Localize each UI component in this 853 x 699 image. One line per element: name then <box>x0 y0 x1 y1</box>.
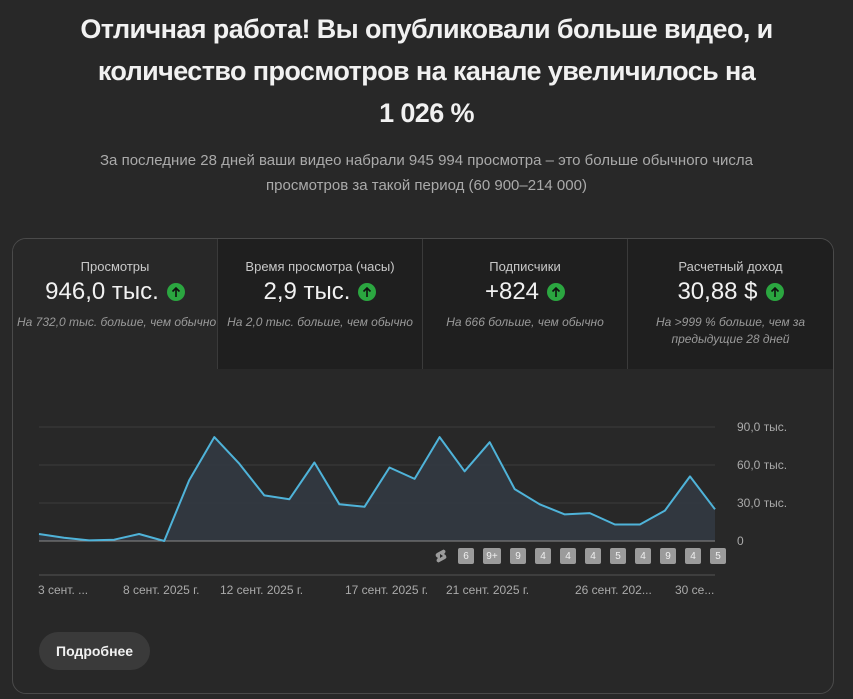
metric-tab-revenue[interactable]: Расчетный доход 30,88 $ На >999 % больше… <box>628 239 833 369</box>
summary-line-1: За последние 28 дней ваши видео набрали … <box>100 152 753 169</box>
metric-tab-watch-time[interactable]: Время просмотра (часы) 2,9 тыс. На 2,0 т… <box>218 239 423 369</box>
shorts-icon[interactable] <box>433 548 449 564</box>
x-tick-label: 30 се... <box>675 583 715 597</box>
x-tick-label: 12 сент. 2025 г. <box>220 583 304 597</box>
upload-count-badge[interactable]: 4 <box>560 548 576 564</box>
metric-note: На 666 больше, чем обычно <box>446 315 604 329</box>
analytics-card: Просмотры 946,0 тыс. На 732,0 тыс. больш… <box>12 238 834 694</box>
metric-tab-views[interactable]: Просмотры 946,0 тыс. На 732,0 тыс. больш… <box>13 239 218 369</box>
metric-value: 30,88 $ <box>677 278 758 305</box>
views-chart[interactable] <box>13 239 834 694</box>
upload-markers: 6 9+ 9 4 4 4 5 4 9 4 5 <box>433 548 735 564</box>
metric-label: Просмотры <box>80 259 150 274</box>
summary-line-2: просмотров за такой период (60 900–214 0… <box>266 177 587 194</box>
upload-count-badge[interactable]: 6 <box>458 548 474 564</box>
y-tick-label: 30,0 тыс. <box>737 496 788 510</box>
upload-count-badge[interactable]: 9 <box>510 548 526 564</box>
y-tick-label: 60,0 тыс. <box>737 458 788 472</box>
metric-label: Время просмотра (часы) <box>245 259 395 274</box>
upload-count-badge[interactable]: 4 <box>535 548 551 564</box>
metric-value: 2,9 тыс. <box>263 278 351 305</box>
upload-count-badge[interactable]: 9+ <box>483 548 501 564</box>
metric-value: +824 <box>484 278 540 305</box>
x-tick-label: 3 сент. ... <box>38 583 89 597</box>
upload-count-badge[interactable]: 4 <box>635 548 651 564</box>
trend-up-icon <box>547 283 566 301</box>
headline-line-2: количество просмотров на канале увеличил… <box>97 56 756 86</box>
metric-note: На 732,0 тыс. больше, чем обычно <box>17 315 217 329</box>
chart-area-fill <box>39 437 715 541</box>
y-tick-label: 0 <box>737 534 744 548</box>
metric-value: 946,0 тыс. <box>45 278 159 305</box>
metric-note: На 2,0 тыс. больше, чем обычно <box>227 315 413 329</box>
x-tick-label: 8 сент. 2025 г. <box>123 583 200 597</box>
x-tick-label: 17 сент. 2025 г. <box>345 583 429 597</box>
chart-line <box>38 436 716 542</box>
headline: Отличная работа! Вы опубликовали больше … <box>40 8 813 134</box>
metric-label: Подписчики <box>489 259 561 274</box>
trend-up-icon <box>765 283 784 301</box>
trend-up-icon <box>358 283 377 301</box>
headline-line-3: 1 026 % <box>379 98 474 128</box>
headline-line-1: Отличная работа! Вы опубликовали больше … <box>80 14 773 44</box>
x-tick-label: 21 сент. 2025 г. <box>446 583 530 597</box>
upload-count-badge[interactable]: 4 <box>585 548 601 564</box>
upload-count-badge[interactable]: 5 <box>710 548 726 564</box>
upload-count-badge[interactable]: 9 <box>660 548 676 564</box>
x-tick-label: 26 сент. 202... <box>575 583 652 597</box>
metric-tabs: Просмотры 946,0 тыс. На 732,0 тыс. больш… <box>13 239 833 369</box>
metric-label: Расчетный доход <box>678 259 783 274</box>
y-tick-label: 90,0 тыс. <box>737 420 788 434</box>
upload-count-badge[interactable]: 5 <box>610 548 626 564</box>
details-button[interactable]: Подробнее <box>39 632 151 670</box>
summary-text: За последние 28 дней ваши видео набрали … <box>60 148 793 198</box>
metric-tab-subscribers[interactable]: Подписчики +824 На 666 больше, чем обычн… <box>423 239 628 369</box>
upload-count-badge[interactable]: 4 <box>685 548 701 564</box>
metric-note: На >999 % больше, чем за предыдущие 28 д… <box>655 315 805 346</box>
trend-up-icon <box>166 283 185 301</box>
